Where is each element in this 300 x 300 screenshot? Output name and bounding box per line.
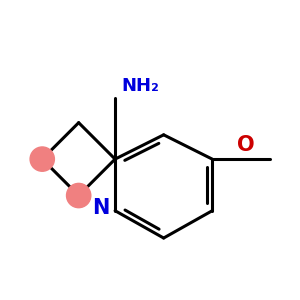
Text: N: N <box>92 198 109 218</box>
Text: O: O <box>237 135 254 155</box>
Text: NH₂: NH₂ <box>121 77 159 95</box>
Circle shape <box>67 183 91 208</box>
Circle shape <box>30 147 54 171</box>
